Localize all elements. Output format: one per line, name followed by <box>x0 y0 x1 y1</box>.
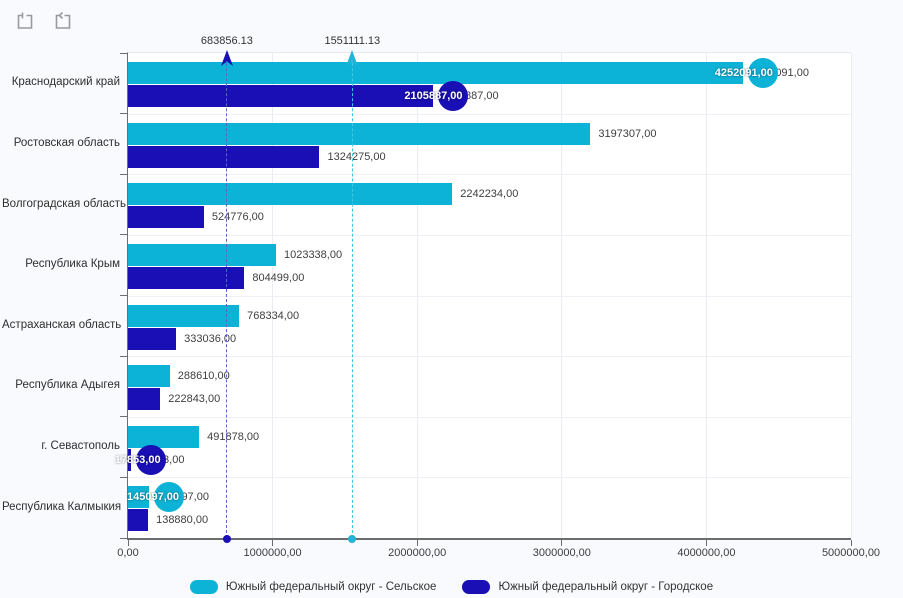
bar-value-label: 3197307,00 <box>598 127 657 140</box>
bar-selskoe-2[interactable] <box>128 183 453 206</box>
bar-gorodskoe-6[interactable] <box>128 448 131 471</box>
bar-gorodskoe-1[interactable] <box>128 145 320 168</box>
point-marker[interactable] <box>437 81 468 111</box>
point-marker-label: 4252091,00 <box>714 67 773 79</box>
bar-value-label: 222843,00 <box>168 393 221 406</box>
legend-marker-gorodskoe <box>462 580 491 594</box>
x-axis-tick <box>850 540 852 546</box>
bar-selskoe-3[interactable] <box>128 243 276 266</box>
y-axis-tick <box>120 355 127 357</box>
bar-gorodskoe-0[interactable] <box>128 85 433 107</box>
y-axis-tick <box>120 537 127 539</box>
x-axis-label: 3000000,00 <box>532 547 591 559</box>
category-label: Республика Крым <box>25 258 120 271</box>
category-label: Волгоградская область <box>2 197 126 210</box>
x-axis-label: 0,00 <box>117 547 139 559</box>
gridline-horizontal <box>128 234 851 236</box>
point-marker-label: 145097,00 <box>126 491 179 504</box>
category-label: Республика Калмыкия <box>2 500 122 513</box>
y-axis-tick <box>120 416 127 418</box>
constant-line <box>351 53 353 538</box>
bar-gorodskoe-3[interactable] <box>128 266 245 289</box>
gridline-horizontal <box>128 477 851 479</box>
legend-item-gorodskoe[interactable]: Южный федеральный округ - Городское <box>462 580 713 594</box>
gridline-horizontal <box>128 416 851 418</box>
chart-toolbar <box>12 8 76 34</box>
point-marker[interactable] <box>135 444 166 475</box>
bar-value-label: 768334,00 <box>247 309 300 322</box>
zoom-selection-reset-icon[interactable] <box>12 8 38 34</box>
y-axis-tick <box>120 113 127 115</box>
bar-value-label: 1324275,00 <box>327 150 386 163</box>
bar-selskoe-6[interactable] <box>128 425 200 448</box>
bar-value-label: 1023338,00 <box>283 248 343 261</box>
bar-selskoe-5[interactable] <box>128 365 170 388</box>
point-marker-label: 2105887,00 <box>404 90 463 102</box>
gridline-horizontal <box>128 295 851 297</box>
chart-plot-area[interactable]: 4252091,00 3197307,00 2242234,00 1023338,00… <box>115 35 880 559</box>
bar-gorodskoe-5[interactable] <box>128 388 161 411</box>
y-axis-tick <box>120 52 127 54</box>
bar-gorodskoe-4[interactable] <box>128 327 177 350</box>
bar-value-label: 138880,00 <box>156 514 209 527</box>
legend-label-gorodskoe: Южный федеральный округ - Городское <box>498 581 714 593</box>
point-marker[interactable] <box>747 58 778 88</box>
constant-line-dot <box>348 535 357 543</box>
legend-marker-selskoe <box>189 580 218 594</box>
gridline-horizontal <box>128 174 851 176</box>
legend-item-selskoe[interactable]: Южный федеральный округ - Сельское <box>189 580 437 594</box>
category-label: Краснодарский край <box>11 76 120 89</box>
gridline-horizontal <box>128 356 851 358</box>
bar-gorodskoe-7[interactable] <box>128 509 149 532</box>
bar-selskoe-4[interactable] <box>128 304 240 327</box>
gridline-vertical <box>850 53 852 538</box>
x-axis-tick <box>561 540 563 546</box>
x-axis-tick <box>705 540 707 546</box>
y-axis-tick <box>120 295 127 296</box>
constant-line-dot <box>222 535 231 543</box>
y-axis-tick <box>120 476 127 478</box>
gridline-horizontal <box>128 113 851 115</box>
x-axis-label: 1000000,00 <box>243 547 302 559</box>
bar-value-label: 491878,00 <box>207 430 260 443</box>
bar-value-label: 288610,00 <box>177 370 230 383</box>
category-label: Ростовская область <box>13 136 120 149</box>
category-label: Республика Адыгея <box>15 379 120 392</box>
bar-selskoe-7[interactable] <box>128 486 149 509</box>
point-marker[interactable] <box>153 482 184 513</box>
constant-line-arrow-icon <box>220 50 233 67</box>
bar-selskoe-1[interactable] <box>128 122 591 145</box>
y-axis-tick <box>120 173 127 175</box>
undo-zoom-icon[interactable] <box>50 8 76 34</box>
point-marker-label: 17853,00 <box>114 453 161 466</box>
x-axis-tick <box>416 540 418 546</box>
legend-label-selskoe: Южный федеральный округ - Сельское <box>225 581 437 593</box>
constant-line-label: 683856.13 <box>200 35 253 47</box>
bar-value-label: 333036,00 <box>184 332 237 345</box>
chart-legend: Южный федеральный округ - Сельское Южный… <box>0 580 903 594</box>
x-axis-tick <box>272 540 274 546</box>
category-label: Астраханская область <box>2 318 122 331</box>
bar-value-label: 524776,00 <box>211 211 264 224</box>
x-axis-label: 5000000,00 <box>821 547 881 559</box>
x-axis-label: 2000000,00 <box>388 547 447 559</box>
constant-line <box>226 53 228 538</box>
y-axis-tick <box>120 234 127 236</box>
bar-gorodskoe-2[interactable] <box>128 206 204 229</box>
constant-line-label: 1551111.13 <box>324 35 381 47</box>
bar-value-label: 804499,00 <box>252 271 305 284</box>
x-axis-label: 4000000,00 <box>677 547 736 559</box>
category-label: г. Севастополь <box>41 440 120 453</box>
bar-selskoe-0[interactable] <box>128 62 743 84</box>
x-axis-tick <box>127 540 129 546</box>
constant-line-arrow-icon <box>346 50 359 67</box>
bar-value-label: 2242234,00 <box>460 188 519 201</box>
